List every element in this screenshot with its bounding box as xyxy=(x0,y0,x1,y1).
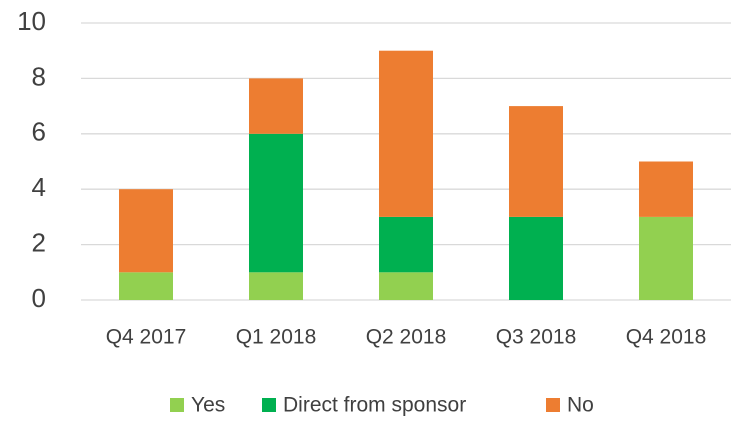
legend-label: Yes xyxy=(191,394,225,417)
x-tick-label: Q3 2018 xyxy=(496,326,577,349)
x-tick-label: Q4 2017 xyxy=(106,326,187,349)
y-tick-label: 4 xyxy=(32,172,46,202)
bar-segment xyxy=(249,133,303,273)
bar-segment xyxy=(379,216,433,273)
bar-segment xyxy=(249,272,303,300)
y-tick-label: 6 xyxy=(32,117,46,147)
x-tick-label: Q1 2018 xyxy=(236,326,317,349)
bar-segment xyxy=(379,272,433,300)
bar-segment xyxy=(119,189,173,273)
legend-swatch xyxy=(170,398,184,412)
legend-swatch xyxy=(262,398,276,412)
bar-segment xyxy=(509,216,563,300)
legend-label: Direct from sponsor xyxy=(283,394,466,417)
bar-segment xyxy=(639,161,693,217)
y-tick-label: 8 xyxy=(32,61,46,91)
bar-segment xyxy=(119,272,173,300)
bar-segment xyxy=(249,78,303,134)
bar-segment xyxy=(379,50,433,217)
y-tick-label: 10 xyxy=(17,6,46,36)
y-tick-label: 2 xyxy=(32,227,46,257)
x-tick-label: Q4 2018 xyxy=(626,326,707,349)
bar-segment xyxy=(509,106,563,217)
bar-segment xyxy=(639,216,693,300)
legend-label: No xyxy=(567,394,594,417)
legend-swatch xyxy=(546,398,560,412)
x-tick-label: Q2 2018 xyxy=(366,326,447,349)
y-tick-label: 0 xyxy=(32,283,46,313)
